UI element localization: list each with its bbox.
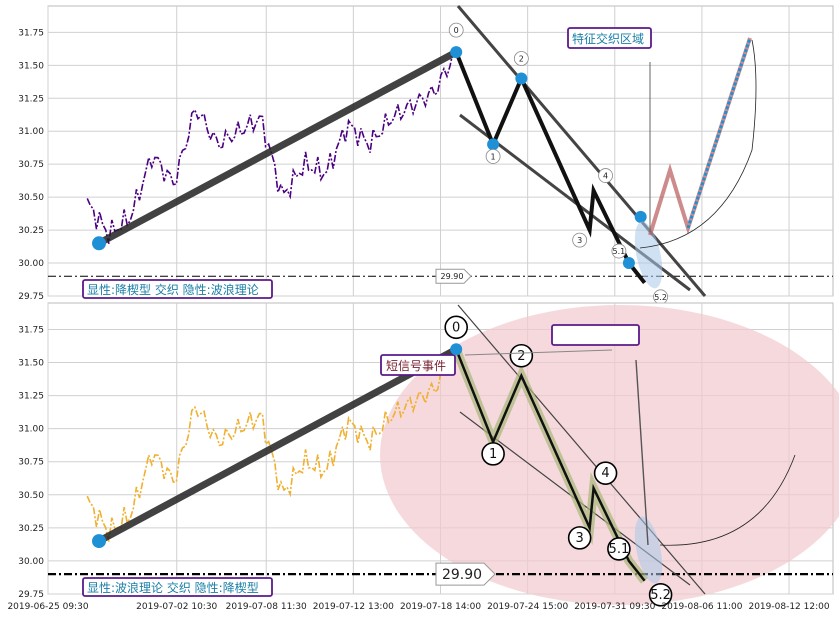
y-tick-label: 29.75 bbox=[18, 590, 44, 600]
wave-label-5.2: 5.2 bbox=[650, 588, 671, 603]
wave-label-circle bbox=[567, 526, 592, 550]
wave-label-circle bbox=[485, 149, 501, 164]
projection-path bbox=[648, 37, 752, 236]
y-tick-label: 30.50 bbox=[18, 491, 44, 501]
wave-label-3: 3 bbox=[576, 531, 584, 546]
price-series-line bbox=[86, 48, 457, 244]
y-tick-label: 30.00 bbox=[18, 259, 44, 269]
x-tick-label: 2019-07-08 11:30 bbox=[226, 602, 307, 612]
wave-label-circle bbox=[448, 22, 464, 38]
y-tick-label: 31.50 bbox=[18, 359, 44, 369]
x-tick-label: 2019-07-02 10:30 bbox=[136, 602, 217, 612]
wedge-upper-line bbox=[457, 304, 706, 595]
bottom-panel: 29.75 30.00 30.25 30.50 30.75 31.00 31.25 31.50… bbox=[7, 302, 839, 612]
pattern-label-text: 显性:波浪理论 交织 隐性:降楔型 bbox=[87, 580, 259, 595]
y-tick-label: 30.50 bbox=[18, 193, 44, 203]
y-tick-label: 31.50 bbox=[18, 61, 44, 71]
wave-label-4: 4 bbox=[601, 466, 609, 481]
y-tick-label: 29.75 bbox=[18, 292, 44, 302]
pattern-label-text: 显性:降楔型 交织 隐性:波浪理论 bbox=[87, 282, 259, 297]
wave-label-circle bbox=[593, 461, 618, 485]
x-tick-label: 2019-07-18 14:00 bbox=[400, 602, 481, 612]
wave-point-marker bbox=[450, 46, 463, 59]
wave-point-marker bbox=[634, 210, 647, 223]
wave-point-marker bbox=[487, 138, 500, 151]
x-tick-label: 2019-07-24 15:00 bbox=[487, 602, 568, 612]
wave-label-2: 2 bbox=[519, 55, 524, 64]
x-tick-label: 2019-07-31 09:30 bbox=[574, 602, 655, 612]
y-tick-label: 30.75 bbox=[18, 458, 44, 468]
wave-label-0: 0 bbox=[452, 320, 460, 335]
threshold-label: 29.90 bbox=[441, 272, 464, 281]
wave-label-4: 4 bbox=[603, 172, 608, 181]
wave-label-5.1: 5.1 bbox=[609, 542, 630, 557]
threshold-arrow bbox=[435, 562, 496, 586]
trend-line bbox=[97, 346, 458, 545]
y-tick-label: 30.00 bbox=[18, 557, 44, 567]
top-panel: 29.75 30.00 30.25 30.50 30.75 31.00 31.25 31.50… bbox=[18, 5, 834, 305]
wave-label-circle bbox=[444, 315, 469, 340]
pattern-label-box bbox=[82, 279, 273, 299]
wave-label-3: 3 bbox=[577, 236, 582, 245]
y-tick-label: 31.00 bbox=[18, 425, 44, 435]
y-tick-label: 30.25 bbox=[18, 226, 44, 236]
pattern-label-box bbox=[82, 577, 273, 597]
trend-line bbox=[97, 49, 458, 247]
breakout-zone bbox=[634, 516, 663, 584]
projection-target-line bbox=[686, 37, 752, 229]
wave-label-circle bbox=[509, 343, 534, 368]
signal-label-text: 短信号事件 bbox=[386, 359, 446, 373]
signal-arrow bbox=[464, 349, 613, 356]
wave-label-circle bbox=[611, 243, 627, 259]
x-tick-label: 2019-07-12 13:00 bbox=[313, 602, 394, 612]
wave-point-marker bbox=[515, 72, 528, 85]
y-tick-label: 31.75 bbox=[18, 28, 44, 38]
start-marker bbox=[92, 534, 107, 549]
feature-region-ellipse bbox=[380, 305, 839, 605]
wave-label-2: 2 bbox=[517, 349, 525, 364]
wave-label-circle bbox=[648, 582, 673, 607]
wave-path bbox=[455, 348, 646, 582]
wave-label-circle bbox=[598, 168, 613, 183]
y-tick-label: 31.00 bbox=[18, 127, 44, 137]
x-tick-label: 2019-08-12 12:00 bbox=[748, 602, 829, 612]
signal-label-box bbox=[380, 354, 456, 376]
wedge-upper-line bbox=[456, 5, 707, 297]
wave-label-0: 0 bbox=[454, 26, 459, 35]
wave-point-marker bbox=[450, 343, 463, 356]
wave-label-1: 1 bbox=[489, 447, 497, 462]
wave-label-circle bbox=[572, 232, 588, 248]
wave-point-marker bbox=[622, 257, 635, 270]
wave-label-5.1: 5.1 bbox=[613, 247, 626, 256]
projection-arc bbox=[639, 39, 757, 249]
wave-label-circle bbox=[481, 442, 505, 466]
wave-label-1: 1 bbox=[491, 152, 496, 161]
y-tick-label: 31.25 bbox=[18, 94, 44, 104]
pointer-line bbox=[635, 359, 649, 546]
feature-label-text: 特征交织区域 bbox=[572, 31, 644, 46]
y-tick-label: 31.25 bbox=[18, 392, 44, 402]
wave-label-5.2: 5.2 bbox=[654, 293, 667, 302]
wave-label-circle bbox=[607, 537, 631, 561]
breakout-zone bbox=[634, 221, 663, 289]
feature-label-box bbox=[551, 324, 640, 346]
y-tick-label: 31.75 bbox=[18, 325, 44, 335]
x-tick-label: 2019-08-06 11:00 bbox=[661, 602, 742, 612]
threshold-arrow bbox=[435, 268, 472, 284]
projection-arc bbox=[659, 454, 796, 546]
feature-label-box bbox=[567, 27, 652, 49]
wave-label-circle bbox=[513, 51, 529, 66]
y-tick-label: 30.75 bbox=[18, 160, 44, 170]
x-tick-label: 2019-06-25 09:30 bbox=[7, 602, 88, 612]
threshold-label: 29.90 bbox=[442, 567, 482, 583]
y-tick-label: 30.25 bbox=[18, 524, 44, 534]
start-marker bbox=[92, 236, 107, 251]
